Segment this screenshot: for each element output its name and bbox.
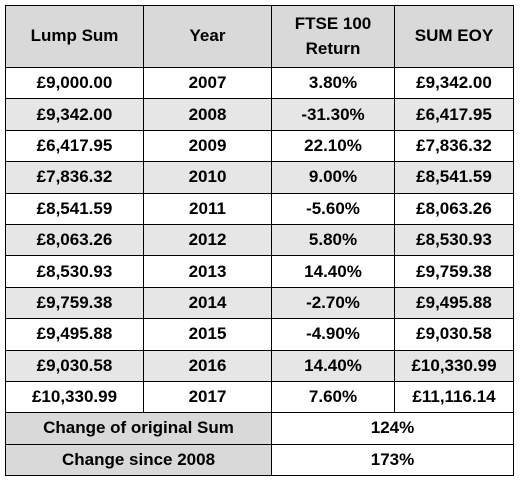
header-sum-eoy: SUM EOY: [394, 5, 514, 68]
year-cell: 2010: [143, 161, 272, 194]
header-year: Year: [143, 5, 272, 68]
header-row: Lump Sum Year FTSE 100 Return SUM EOY: [5, 5, 514, 68]
year-cell: 2013: [143, 255, 272, 288]
return-cell: 3.80%: [271, 66, 395, 100]
return-cell: -2.70%: [271, 286, 395, 320]
sum-eoy-cell: £6,417.95: [394, 98, 514, 131]
return-cell: 9.00%: [271, 161, 395, 194]
sum-eoy-cell: £9,342.00: [394, 66, 514, 100]
sum-eoy-cell: £9,030.58: [394, 318, 514, 351]
year-cell: 2015: [143, 318, 272, 351]
year-cell: 2012: [143, 223, 272, 257]
return-cell: 7.60%: [271, 380, 395, 414]
return-cell: 22.10%: [271, 129, 395, 163]
sum-eoy-cell: £9,759.38: [394, 255, 514, 288]
sum-eoy-cell: £8,541.59: [394, 161, 514, 194]
table-row: £8,541.59 2011 -5.60% £8,063.26: [5, 192, 514, 225]
sum-eoy-cell: £11,116.14: [394, 380, 514, 414]
lump-sum-cell: £8,063.26: [5, 223, 144, 257]
lump-sum-cell: £9,342.00: [5, 98, 144, 131]
return-cell: -31.30%: [271, 98, 395, 131]
year-cell: 2016: [143, 349, 272, 382]
year-cell: 2007: [143, 66, 272, 100]
return-cell: 14.40%: [271, 255, 395, 288]
table-row: £7,836.32 2010 9.00% £8,541.59: [5, 161, 514, 194]
table-row: £9,495.88 2015 -4.90% £9,030.58: [5, 318, 514, 351]
sum-eoy-cell: £9,495.88: [394, 286, 514, 320]
lump-sum-cell: £9,000.00: [5, 66, 144, 100]
summary-value: 124%: [271, 412, 514, 445]
return-cell: 14.40%: [271, 349, 395, 382]
investment-table-container: Lump Sum Year FTSE 100 Return SUM EOY £9…: [5, 5, 514, 477]
ftse-lump-sum-table: Lump Sum Year FTSE 100 Return SUM EOY £9…: [5, 5, 514, 477]
table-row: £9,030.58 2016 14.40% £10,330.99: [5, 349, 514, 382]
table-row: £8,063.26 2012 5.80% £8,530.93: [5, 223, 514, 257]
year-cell: 2009: [143, 129, 272, 163]
lump-sum-cell: £10,330.99: [5, 380, 144, 414]
lump-sum-cell: £8,530.93: [5, 255, 144, 288]
return-cell: 5.80%: [271, 223, 395, 257]
table-row: £10,330.99 2017 7.60% £11,116.14: [5, 380, 514, 414]
sum-eoy-cell: £8,530.93: [394, 223, 514, 257]
summary-label: Change since 2008: [5, 443, 272, 477]
table-body: £9,000.00 2007 3.80% £9,342.00 £9,342.00…: [5, 66, 514, 477]
return-cell: -4.90%: [271, 318, 395, 351]
year-cell: 2011: [143, 192, 272, 225]
summary-row-original-sum: Change of original Sum 124%: [5, 412, 514, 445]
lump-sum-cell: £6,417.95: [5, 129, 144, 163]
table-row: £9,759.38 2014 -2.70% £9,495.88: [5, 286, 514, 320]
sum-eoy-cell: £8,063.26: [394, 192, 514, 225]
summary-label: Change of original Sum: [5, 412, 272, 445]
lump-sum-cell: £9,759.38: [5, 286, 144, 320]
table-row: £9,342.00 2008 -31.30% £6,417.95: [5, 98, 514, 131]
table-row: £9,000.00 2007 3.80% £9,342.00: [5, 66, 514, 100]
table-row: £8,530.93 2013 14.40% £9,759.38: [5, 255, 514, 288]
year-cell: 2017: [143, 380, 272, 414]
sum-eoy-cell: £10,330.99: [394, 349, 514, 382]
lump-sum-cell: £8,541.59: [5, 192, 144, 225]
header-ftse-return: FTSE 100 Return: [271, 5, 395, 68]
header-lump-sum: Lump Sum: [5, 5, 144, 68]
summary-value: 173%: [271, 443, 514, 477]
lump-sum-cell: £9,495.88: [5, 318, 144, 351]
summary-row-since-2008: Change since 2008 173%: [5, 443, 514, 477]
lump-sum-cell: £9,030.58: [5, 349, 144, 382]
lump-sum-cell: £7,836.32: [5, 161, 144, 194]
year-cell: 2014: [143, 286, 272, 320]
sum-eoy-cell: £7,836.32: [394, 129, 514, 163]
return-cell: -5.60%: [271, 192, 395, 225]
table-row: £6,417.95 2009 22.10% £7,836.32: [5, 129, 514, 163]
year-cell: 2008: [143, 98, 272, 131]
